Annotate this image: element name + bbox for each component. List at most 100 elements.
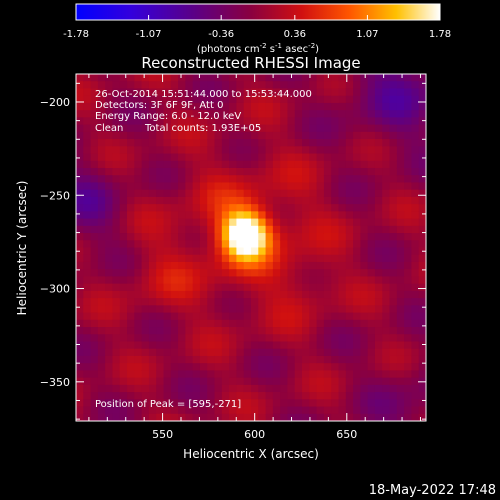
heatmap-cell	[199, 74, 208, 82]
heatmap-cell	[236, 283, 245, 292]
heatmap-cell	[323, 139, 332, 147]
heatmap-cell	[265, 146, 274, 155]
heatmap-cell	[316, 110, 325, 118]
heatmap-cell	[221, 110, 230, 118]
heatmap-cell	[90, 298, 99, 306]
heatmap-cell	[294, 406, 303, 415]
heatmap-cell	[404, 153, 413, 162]
heatmap-cell	[185, 312, 194, 321]
heatmap-cell	[134, 312, 143, 321]
heatmap-cell	[331, 254, 340, 263]
heatmap-cell	[302, 139, 310, 147]
heatmap-cell	[287, 175, 296, 184]
heatmap-cell	[178, 124, 186, 133]
heatmap-cell	[192, 95, 201, 104]
heatmap-cell	[221, 182, 230, 191]
heatmap-cell	[316, 392, 325, 400]
heatmap-cell	[353, 233, 361, 241]
heatmap-cell	[148, 240, 157, 249]
heatmap-cell	[156, 167, 165, 176]
heatmap-cell	[141, 95, 150, 104]
heatmap-cell	[214, 327, 223, 335]
heatmap-cell	[90, 269, 99, 278]
heatmap-cell	[214, 355, 223, 364]
heatmap-cell	[265, 283, 274, 292]
heatmap-cell	[76, 81, 84, 90]
heatmap-cell	[302, 399, 310, 408]
heatmap-cell	[185, 269, 194, 278]
heatmap-cell	[331, 261, 340, 270]
heatmap-cell	[316, 131, 325, 140]
heatmap-cell	[207, 290, 216, 299]
heatmap-cell	[411, 117, 420, 126]
heatmap-cell	[302, 290, 310, 299]
heatmap-cell	[229, 146, 238, 155]
heatmap-cell	[105, 334, 114, 343]
heatmap-image	[76, 74, 426, 421]
heatmap-cell	[134, 290, 143, 299]
heatmap-cell	[119, 139, 128, 147]
heatmap-cell	[331, 204, 340, 212]
heatmap-cell	[280, 261, 289, 270]
x-tick-label: 650	[336, 428, 357, 441]
heatmap-cell	[192, 363, 201, 371]
heatmap-cell	[396, 196, 405, 205]
heatmap-cell	[323, 88, 332, 97]
heatmap-cell	[185, 377, 194, 386]
heatmap-cell	[214, 204, 223, 212]
heatmap-cell	[105, 175, 114, 184]
heatmap-cell	[353, 88, 361, 97]
heatmap-cell	[382, 261, 391, 270]
heatmap-cell	[185, 334, 194, 343]
heatmap-cell	[309, 88, 318, 97]
heatmap-cell	[127, 370, 135, 379]
heatmap-cell	[382, 305, 391, 314]
heatmap-cell	[236, 102, 245, 111]
heatmap-cell	[411, 254, 420, 263]
heatmap-cell	[243, 139, 252, 147]
heatmap-cell	[353, 312, 361, 321]
heatmap-cell	[251, 240, 259, 249]
heatmap-cell	[418, 204, 426, 212]
heatmap-cell	[374, 102, 383, 111]
heatmap-cell	[389, 196, 398, 205]
heatmap-cell	[302, 74, 310, 82]
heatmap-cell	[265, 117, 274, 126]
heatmap-cell	[112, 167, 121, 176]
heatmap-cell	[382, 290, 391, 299]
heatmap-cell	[287, 225, 296, 234]
heatmap-cell	[309, 131, 318, 140]
heatmap-cell	[141, 131, 150, 140]
heatmap-cell	[382, 204, 391, 212]
heatmap-cell	[214, 392, 223, 400]
heatmap-cell	[382, 334, 391, 343]
heatmap-cell	[170, 153, 179, 162]
heatmap-cell	[411, 399, 420, 408]
heatmap-cell	[302, 312, 310, 321]
heatmap-cell	[97, 74, 106, 82]
heatmap-cell	[178, 406, 186, 415]
heatmap-cell	[338, 276, 347, 285]
heatmap-cell	[272, 348, 281, 357]
heatmap-cell	[134, 167, 143, 176]
heatmap-cell	[302, 247, 310, 256]
heatmap-cell	[236, 110, 245, 118]
heatmap-cell	[148, 153, 157, 162]
heatmap-cell	[170, 399, 179, 408]
heatmap-cell	[294, 312, 303, 321]
heatmap-cell	[272, 261, 281, 270]
heatmap-cell	[207, 182, 216, 191]
heatmap-cell	[119, 110, 128, 118]
heatmap-cell	[360, 204, 369, 212]
heatmap-cell	[367, 355, 376, 364]
heatmap-cell	[309, 110, 318, 118]
heatmap-cell	[360, 334, 369, 343]
heatmap-cell	[105, 348, 114, 357]
heatmap-cell	[323, 117, 332, 126]
heatmap-cell	[302, 189, 310, 198]
heatmap-cell	[90, 88, 99, 97]
heatmap-cell	[119, 413, 128, 421]
heatmap-cell	[251, 283, 259, 292]
heatmap-cell	[207, 283, 216, 292]
heatmap-cell	[338, 399, 347, 408]
